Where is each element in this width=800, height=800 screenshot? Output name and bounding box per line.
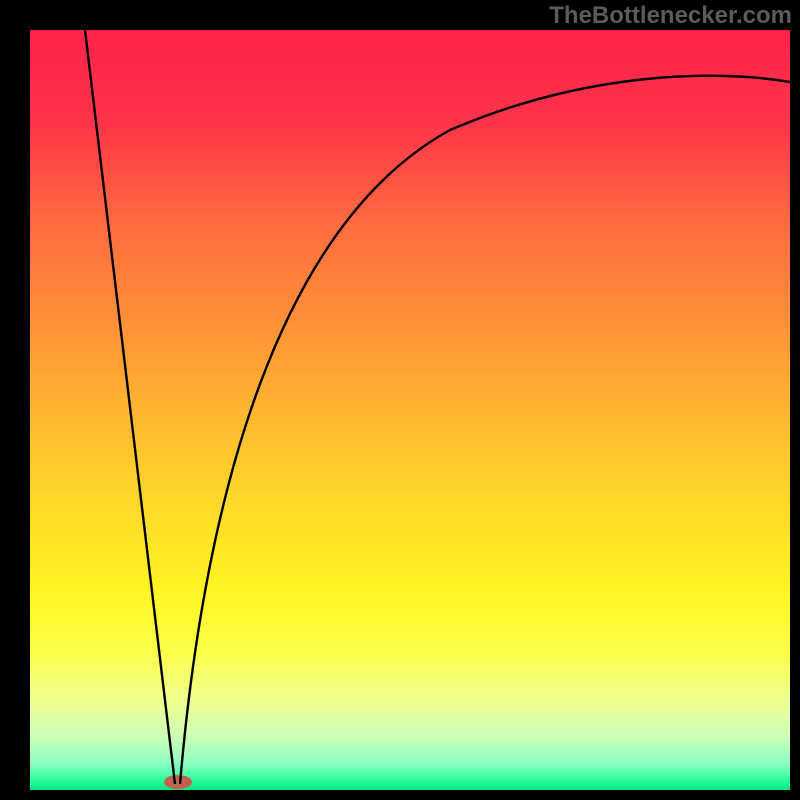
left-curve bbox=[85, 30, 175, 784]
curves-layer bbox=[30, 30, 790, 790]
minimum-marker bbox=[164, 775, 192, 789]
chart-container: TheBottlenecker.com bbox=[0, 0, 800, 800]
plot-area bbox=[30, 30, 790, 790]
right-curve bbox=[180, 76, 790, 784]
watermark-text: TheBottlenecker.com bbox=[549, 2, 792, 30]
